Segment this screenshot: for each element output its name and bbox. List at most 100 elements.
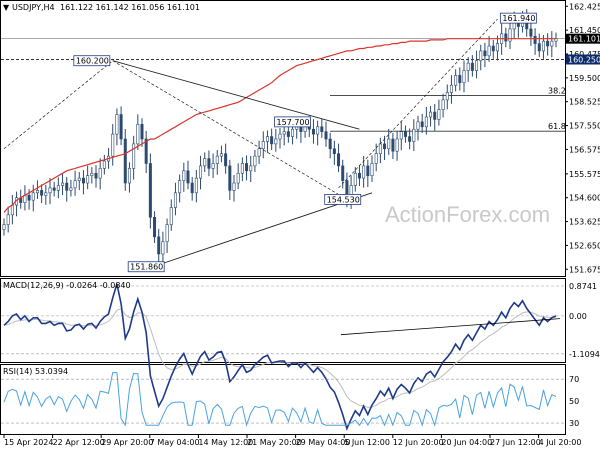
candle-body [353,172,357,186]
candle-body [211,163,215,169]
swing-label: 151.860 [130,263,163,272]
candle-body [541,40,545,52]
candle-body [207,158,211,169]
candle-body [508,28,512,42]
price-tick-label: 152.650 [569,241,600,250]
candle-body [215,155,219,164]
candle-body [31,192,35,201]
candle-body [203,158,207,167]
macd-tick-label: 0.8741 [569,282,597,291]
axis-layer: 151.675 152.650 153.625 154.600 155.575 156.5… [3,2,600,447]
candle-body [299,126,303,132]
candle-body [81,177,85,184]
candle-body [245,163,249,172]
candle-body [253,155,257,167]
candle-body [77,177,81,181]
swing-label: 161.940 [502,14,535,23]
price-tick-label: 155.575 [569,170,600,179]
candle-body [115,114,119,135]
candle-body [429,111,433,118]
price-layer: 38.2 61.8 160.200 151.860 157.700 154.530 161.… [1,9,566,273]
candle-body [291,128,295,137]
candle-body [90,172,94,176]
x-tick-label: 20 Jun 04:00 [441,438,492,447]
candle-body [387,138,391,150]
macd-signal-line [3,308,557,408]
candle-body [491,45,495,52]
candle-body [69,187,73,191]
macd-tick-label: 0.00 [569,312,587,321]
x-tick-label: 14 May 12:00 [198,438,253,447]
candle-body [366,165,370,176]
candle-body [357,172,361,179]
candle-body [433,111,437,120]
fib-level-label: 61.8 [548,122,566,131]
candle-body [341,165,345,181]
rally-dashed-line [338,18,498,189]
candle-body [265,136,269,142]
ohlc-readout: 161.122 161.142 161.056 161.101 [60,3,200,12]
price-tick-label: 156.575 [569,145,600,154]
x-tick-label: 7 May 04:00 [150,438,200,447]
price-tick-label: 161.450 [569,26,600,35]
dropdown-arrow-icon[interactable]: ▼ [3,3,10,12]
candle-body [52,187,56,191]
swing-label-box [499,12,537,24]
candle-body [529,28,533,37]
rsi-tick-label: 30 [569,419,579,428]
current-price-label: 161.101 [568,35,600,44]
candle-body [6,214,10,225]
candle-body [190,182,194,194]
candle-body [224,153,228,167]
candle-body [286,131,290,137]
candle-body [475,60,479,71]
price-tick-label: 157.550 [569,122,600,131]
candle-body [311,128,315,135]
candle-body [332,148,336,154]
price-tick-label: 158.525 [569,98,600,107]
candle-body [40,190,44,196]
macd-title: MACD(12,26,9) -0.0264 -0.0840 [3,281,131,290]
upper-trendline [112,60,360,130]
candle-body [144,138,148,164]
candle-body [232,182,236,191]
candle-body [479,50,483,62]
candle-body [420,121,424,128]
rsi-layer [1,372,565,428]
candle-body [403,131,407,137]
x-tick-label: 4 Jul 20:00 [539,438,582,447]
candle-body [370,163,374,176]
symbol-label: USDJPY,H4 [12,3,55,12]
candle-body [94,172,98,179]
candle-body [454,75,458,86]
candle-body [462,70,466,84]
candle-body [228,165,232,191]
price-tick-label: 151.675 [569,265,600,274]
candle-body [324,131,328,140]
swing-label-box [324,194,362,205]
candle-body [278,133,282,140]
candle-body [470,62,474,71]
candle-body [399,131,403,140]
candle-body [261,141,265,150]
moving-average-line [3,38,556,213]
swing-label: 154.530 [327,195,360,204]
candle-body [161,241,165,255]
candle-body [391,138,395,152]
candle-body [412,128,416,142]
candle-body [165,224,169,243]
rsi-panel [0,364,566,435]
candle-body [98,168,102,179]
current-price-badge [566,33,600,44]
swing-label-box [127,261,165,273]
x-tick-label: 5 Jun 12:00 [344,438,390,447]
candle-body [178,180,182,194]
candle-body [240,163,244,174]
price-tick-label: 159.500 [569,74,600,83]
rsi-tick-label: 50 [569,397,579,406]
candle-body [546,40,550,47]
x-tick-label: 22 Apr 12:00 [53,438,105,447]
macd-line [3,283,557,431]
rsi-title: RSI(14) 53.0394 [3,367,68,376]
candle-body [458,75,462,84]
